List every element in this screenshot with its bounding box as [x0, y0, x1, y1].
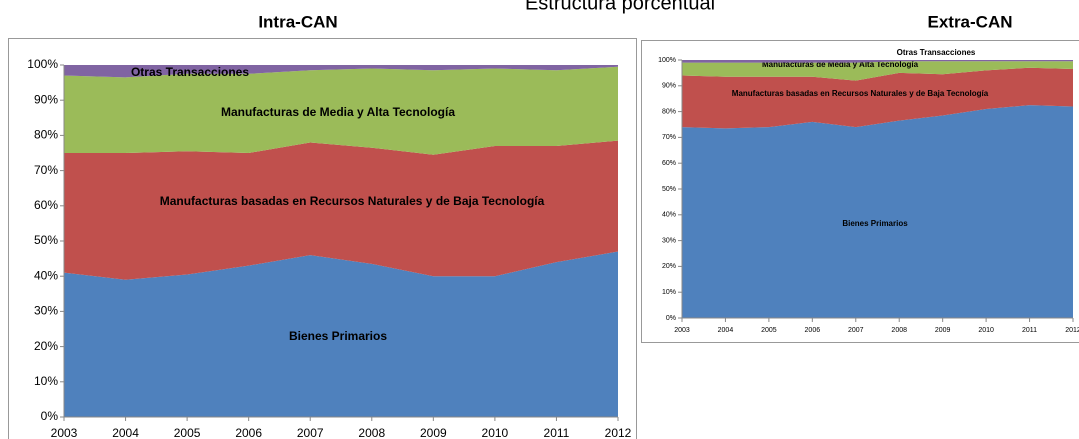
chart-frame: [8, 38, 637, 439]
x-tick-label: 2011: [1022, 327, 1037, 334]
area-label: Manufacturas de Media y Alta Tecnología: [221, 105, 455, 119]
y-tick-label: 10%: [662, 289, 676, 296]
y-tick-label: 50%: [34, 233, 58, 247]
area: [682, 61, 1073, 81]
area-label: Otras Transacciones: [897, 48, 976, 57]
x-tick-label: 2005: [174, 426, 201, 439]
area-label: Bienes Primarios: [842, 219, 908, 228]
y-tick-label: 80%: [34, 128, 58, 142]
area: [682, 105, 1073, 319]
x-tick-label: 2009: [935, 327, 951, 334]
area-label: Manufacturas basadas en Recursos Natural…: [732, 89, 989, 98]
area-label: Otras Transacciones: [131, 65, 249, 79]
x-tick-label: 2009: [420, 426, 447, 439]
area: [64, 66, 618, 155]
y-tick-label: 10%: [34, 374, 58, 388]
y-tick-label: 20%: [34, 339, 58, 353]
x-tick-label: 2007: [848, 327, 864, 334]
area: [682, 67, 1073, 129]
y-tick-label: 60%: [34, 198, 58, 212]
area: [682, 60, 1073, 63]
x-tick-label: 2007: [297, 426, 324, 439]
x-tick-label: 2008: [891, 327, 907, 334]
area: [64, 65, 618, 78]
chart-frame: [641, 40, 1079, 343]
y-tick-label: 0%: [41, 409, 59, 423]
x-tick-label: 2008: [358, 426, 385, 439]
page-title: Estructura porcentual: [525, 0, 715, 14]
y-tick-label: 40%: [34, 268, 58, 282]
x-tick-label: 2006: [235, 426, 262, 439]
y-tick-label: 100%: [658, 57, 676, 64]
y-tick-label: 60%: [662, 160, 676, 167]
x-tick-label: 2004: [112, 426, 139, 439]
y-tick-label: 70%: [662, 134, 676, 141]
y-tick-label: 80%: [662, 108, 676, 115]
area: [64, 140, 618, 280]
y-tick-label: 90%: [34, 92, 58, 106]
y-tick-label: 90%: [662, 83, 676, 90]
area-label: Bienes Primarios: [289, 329, 387, 343]
area-label: Manufacturas de Media y Alta Tecnología: [762, 60, 919, 69]
x-tick-label: 2005: [761, 327, 777, 334]
x-tick-label: 2011: [544, 426, 570, 439]
y-tick-label: 70%: [34, 163, 58, 177]
area: [64, 251, 618, 417]
x-tick-label: 2010: [978, 327, 994, 334]
x-tick-label: 2006: [805, 327, 821, 334]
x-tick-label: 2003: [51, 426, 78, 439]
area-label: Manufacturas basadas en Recursos Natural…: [160, 194, 545, 208]
x-tick-label: 2010: [482, 426, 509, 439]
y-tick-label: 50%: [662, 186, 676, 193]
y-tick-label: 100%: [27, 57, 58, 71]
x-tick-label: 2012: [1065, 327, 1079, 334]
y-tick-label: 40%: [662, 212, 676, 219]
chart-title: Intra-CAN: [258, 12, 337, 31]
y-tick-label: 0%: [666, 315, 676, 322]
x-tick-label: 2004: [718, 327, 734, 334]
x-tick-label: 2012: [605, 426, 632, 439]
chart-title: Extra-CAN: [927, 12, 1012, 31]
x-tick-label: 2003: [674, 327, 690, 334]
y-tick-label: 20%: [662, 263, 676, 270]
y-tick-label: 30%: [34, 304, 58, 318]
y-tick-label: 30%: [662, 237, 676, 244]
